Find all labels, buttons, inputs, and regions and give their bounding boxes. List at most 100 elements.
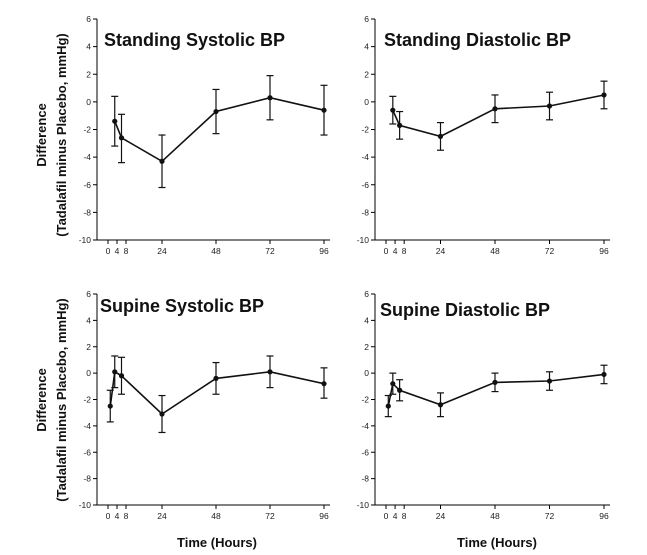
chart-title: Standing Systolic BP bbox=[104, 30, 285, 50]
data-point bbox=[546, 103, 553, 109]
data-point bbox=[112, 369, 118, 375]
x-tick-label: 4 bbox=[115, 511, 120, 521]
data-point bbox=[267, 95, 273, 101]
y-tick-label: 0 bbox=[86, 368, 91, 378]
y-tick-label: -4 bbox=[361, 152, 369, 162]
x-axis-label-right: Time (Hours) bbox=[457, 535, 537, 550]
x-tick-label: 96 bbox=[319, 511, 329, 521]
y-tick-label: -6 bbox=[83, 447, 91, 457]
y-tick-label: 2 bbox=[364, 342, 369, 352]
y-tick-label: -4 bbox=[83, 152, 91, 162]
x-tick-label: 96 bbox=[599, 246, 609, 256]
x-tick-label: 4 bbox=[115, 246, 120, 256]
data-point bbox=[390, 107, 396, 113]
y-tick-label: 2 bbox=[86, 69, 91, 79]
data-point bbox=[437, 402, 444, 408]
series-line bbox=[392, 94, 605, 138]
y-tick-label: 2 bbox=[364, 69, 369, 79]
x-tick-label: 72 bbox=[545, 511, 555, 521]
data-point bbox=[321, 107, 327, 113]
data-point bbox=[267, 369, 273, 375]
y-tick-label: -10 bbox=[79, 500, 92, 510]
x-tick-label: 72 bbox=[265, 511, 275, 521]
y-tick-label: -8 bbox=[83, 207, 91, 217]
x-tick-label: 0 bbox=[106, 511, 111, 521]
y-tick-label: 4 bbox=[364, 42, 369, 52]
x-tick-label: 24 bbox=[157, 511, 167, 521]
y-tick-label: 4 bbox=[86, 315, 91, 325]
y-tick-label: 6 bbox=[86, 289, 91, 299]
data-point bbox=[107, 403, 113, 409]
y-axis-label-top-line1: Difference bbox=[34, 103, 49, 167]
data-point bbox=[118, 135, 125, 141]
x-tick-label: 48 bbox=[490, 511, 500, 521]
y-tick-label: 0 bbox=[364, 97, 369, 107]
y-tick-label: -6 bbox=[83, 180, 91, 190]
x-tick-label: 96 bbox=[599, 511, 609, 521]
y-tick-label: 4 bbox=[364, 315, 369, 325]
data-point bbox=[601, 92, 607, 98]
y-tick-label: -6 bbox=[361, 180, 369, 190]
y-tick-label: -8 bbox=[83, 474, 91, 484]
x-tick-label: 4 bbox=[393, 246, 398, 256]
x-tick-label: 8 bbox=[124, 246, 129, 256]
x-tick-label: 4 bbox=[393, 511, 398, 521]
data-point bbox=[601, 371, 607, 378]
data-point bbox=[321, 381, 327, 387]
x-tick-label: 72 bbox=[265, 246, 275, 256]
data-point bbox=[492, 379, 498, 385]
y-tick-label: -10 bbox=[357, 235, 370, 245]
data-point bbox=[213, 108, 219, 115]
y-axis-label-bottom-line1: Difference bbox=[34, 368, 49, 432]
y-tick-label: -8 bbox=[361, 207, 369, 217]
data-point bbox=[213, 375, 219, 381]
data-point bbox=[437, 133, 444, 140]
x-tick-label: 8 bbox=[124, 511, 129, 521]
x-tick-label: 96 bbox=[319, 246, 329, 256]
y-tick-label: -2 bbox=[83, 125, 91, 135]
data-point bbox=[492, 106, 498, 112]
x-axis-label-left: Time (Hours) bbox=[177, 535, 257, 550]
x-tick-label: 24 bbox=[436, 246, 446, 256]
data-point bbox=[390, 381, 396, 387]
chart-title: Supine Systolic BP bbox=[100, 296, 264, 316]
data-point bbox=[546, 378, 553, 384]
y-tick-label: -2 bbox=[83, 395, 91, 405]
y-tick-label: -2 bbox=[361, 395, 369, 405]
data-point bbox=[112, 118, 118, 124]
x-tick-label: 48 bbox=[490, 246, 500, 256]
series-line bbox=[387, 373, 605, 407]
x-tick-label: 72 bbox=[545, 246, 555, 256]
data-point bbox=[118, 373, 125, 379]
x-tick-label: 48 bbox=[211, 511, 221, 521]
y-tick-label: -2 bbox=[361, 125, 369, 135]
chart-title: Standing Diastolic BP bbox=[384, 30, 571, 50]
y-tick-label: 2 bbox=[86, 342, 91, 352]
data-point bbox=[397, 122, 403, 128]
data-point bbox=[397, 387, 403, 393]
x-tick-label: 24 bbox=[436, 511, 446, 521]
y-tick-label: -4 bbox=[83, 421, 91, 431]
y-tick-label: -10 bbox=[357, 500, 370, 510]
x-tick-label: 0 bbox=[106, 246, 111, 256]
x-tick-label: 24 bbox=[157, 246, 167, 256]
y-tick-label: 0 bbox=[364, 368, 369, 378]
chart-title: Supine Diastolic BP bbox=[380, 300, 550, 320]
x-tick-label: 48 bbox=[211, 246, 221, 256]
data-point bbox=[159, 411, 165, 417]
y-tick-label: -10 bbox=[79, 235, 92, 245]
y-tick-label: -4 bbox=[361, 421, 369, 431]
y-axis-label-bottom-line2: (Tadalafil minus Placebo, mmHg) bbox=[54, 298, 69, 501]
y-tick-label: 6 bbox=[86, 14, 91, 24]
y-tick-label: 6 bbox=[364, 289, 369, 299]
x-tick-label: 8 bbox=[402, 511, 407, 521]
y-tick-label: 6 bbox=[364, 14, 369, 24]
series-line bbox=[114, 96, 325, 163]
y-tick-label: -8 bbox=[361, 474, 369, 484]
